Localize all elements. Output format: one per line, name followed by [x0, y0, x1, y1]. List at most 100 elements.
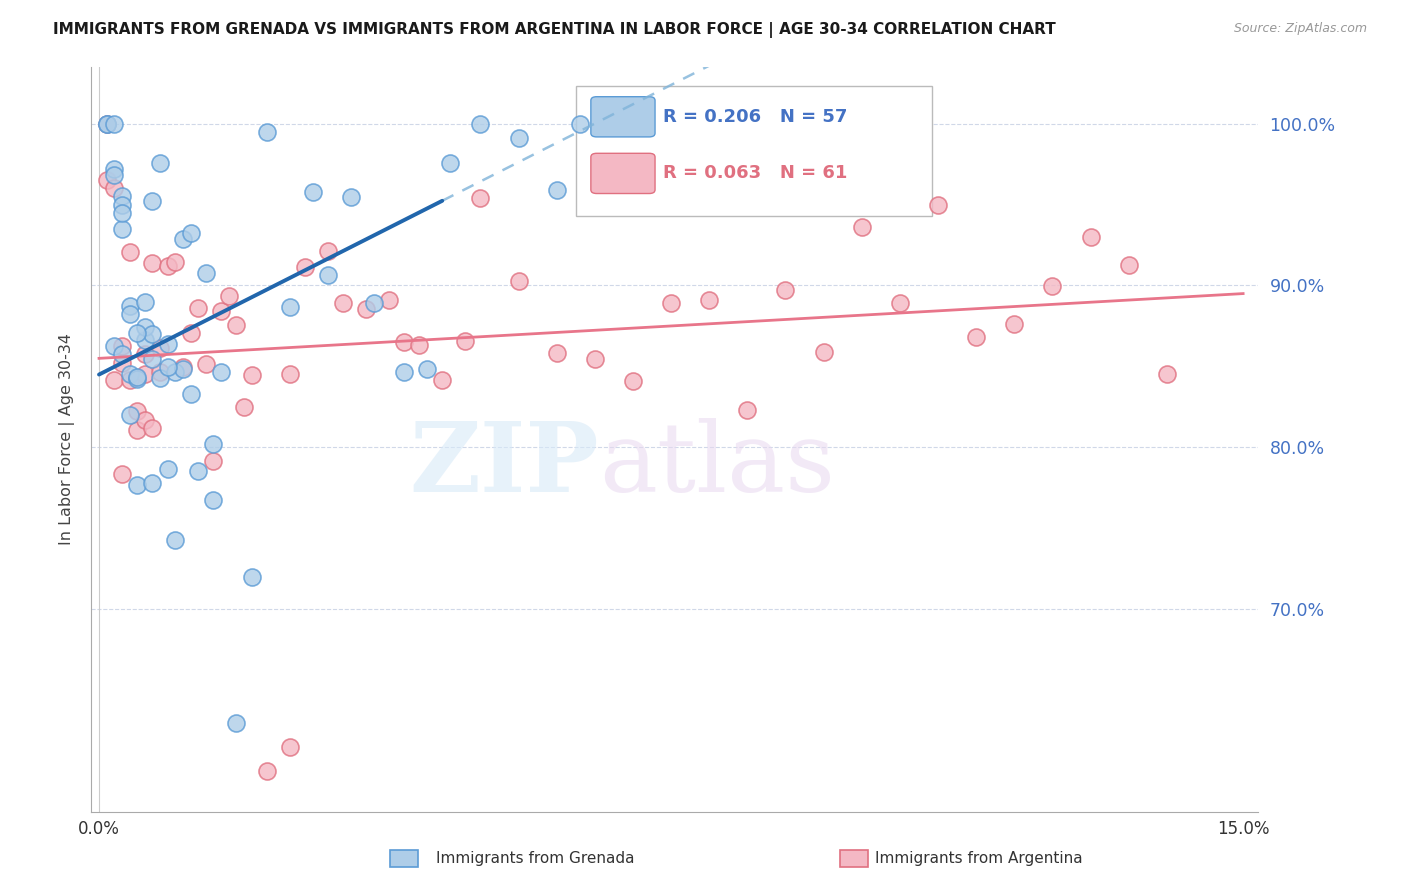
Point — [149, 371, 172, 385]
Point — [111, 197, 134, 211]
Point — [927, 198, 949, 212]
Point — [141, 194, 163, 208]
Point — [149, 365, 172, 379]
Point — [141, 326, 163, 341]
Point — [546, 346, 568, 360]
Point — [172, 359, 194, 374]
Point — [156, 462, 179, 476]
Point — [316, 244, 339, 259]
Point — [363, 295, 385, 310]
Point — [127, 371, 149, 385]
Bar — [839, 849, 869, 867]
Point — [851, 220, 873, 235]
Point — [134, 320, 156, 334]
Point — [621, 374, 644, 388]
Text: IMMIGRANTS FROM GRENADA VS IMMIGRANTS FROM ARGENTINA IN LABOR FORCE | AGE 30-34 : IMMIGRANTS FROM GRENADA VS IMMIGRANTS FR… — [53, 22, 1056, 38]
Point — [1042, 279, 1064, 293]
Point — [156, 259, 179, 273]
Point — [111, 467, 134, 482]
Point — [111, 356, 134, 370]
Point — [103, 339, 125, 353]
Point — [118, 307, 141, 321]
Point — [508, 274, 530, 288]
Point — [118, 245, 141, 260]
Point — [118, 373, 141, 387]
Point — [103, 169, 125, 183]
Point — [1002, 318, 1025, 332]
Point — [659, 296, 682, 310]
Point — [156, 336, 179, 351]
Point — [111, 189, 134, 203]
Point — [111, 205, 134, 219]
Text: R = 0.063   N = 61: R = 0.063 N = 61 — [664, 164, 848, 182]
Point — [813, 345, 835, 359]
Point — [96, 117, 118, 131]
Point — [165, 254, 187, 268]
Point — [134, 347, 156, 361]
Point — [187, 464, 209, 478]
Text: Immigrants from Argentina: Immigrants from Argentina — [875, 851, 1083, 865]
Point — [278, 367, 301, 381]
Point — [127, 477, 149, 491]
Point — [172, 362, 194, 376]
Point — [416, 362, 439, 376]
Point — [378, 293, 401, 308]
Point — [134, 413, 156, 427]
Point — [1080, 230, 1102, 244]
Point — [165, 533, 187, 547]
Point — [332, 296, 354, 310]
Point — [209, 365, 232, 379]
Point — [187, 301, 209, 315]
Point — [180, 226, 202, 240]
Point — [180, 326, 202, 340]
Point — [194, 266, 217, 280]
FancyBboxPatch shape — [591, 153, 655, 194]
Point — [225, 715, 247, 730]
FancyBboxPatch shape — [591, 96, 655, 136]
Point — [141, 421, 163, 435]
Point — [454, 334, 477, 348]
Point — [408, 338, 430, 352]
Point — [470, 117, 492, 131]
Point — [225, 318, 247, 332]
Point — [218, 289, 240, 303]
Point — [278, 739, 301, 754]
Point — [232, 400, 254, 414]
Point — [96, 117, 118, 131]
Point — [583, 352, 606, 367]
Point — [156, 360, 179, 375]
Point — [737, 403, 759, 417]
Point — [508, 131, 530, 145]
Point — [127, 423, 149, 437]
Text: ZIP: ZIP — [409, 418, 599, 512]
Point — [118, 299, 141, 313]
Point — [111, 222, 134, 236]
Point — [149, 156, 172, 170]
Point — [111, 347, 134, 361]
Point — [103, 181, 125, 195]
Point — [301, 185, 323, 199]
Point — [127, 326, 149, 340]
Point — [127, 404, 149, 418]
Point — [103, 161, 125, 176]
FancyBboxPatch shape — [575, 86, 932, 216]
Text: Source: ZipAtlas.com: Source: ZipAtlas.com — [1233, 22, 1367, 36]
Point — [96, 117, 118, 131]
Point — [568, 117, 591, 131]
Point — [240, 570, 263, 584]
Text: R = 0.206   N = 57: R = 0.206 N = 57 — [664, 108, 848, 126]
Point — [1118, 258, 1140, 272]
Point — [432, 373, 454, 387]
Point — [111, 339, 134, 353]
Point — [965, 330, 987, 344]
Point — [256, 125, 278, 139]
Point — [103, 373, 125, 387]
Point — [118, 368, 141, 382]
Point — [202, 454, 225, 468]
Point — [202, 493, 225, 508]
Y-axis label: In Labor Force | Age 30-34: In Labor Force | Age 30-34 — [59, 334, 75, 545]
Point — [127, 369, 149, 384]
Point — [470, 191, 492, 205]
Point — [439, 156, 461, 170]
Point — [316, 268, 339, 282]
